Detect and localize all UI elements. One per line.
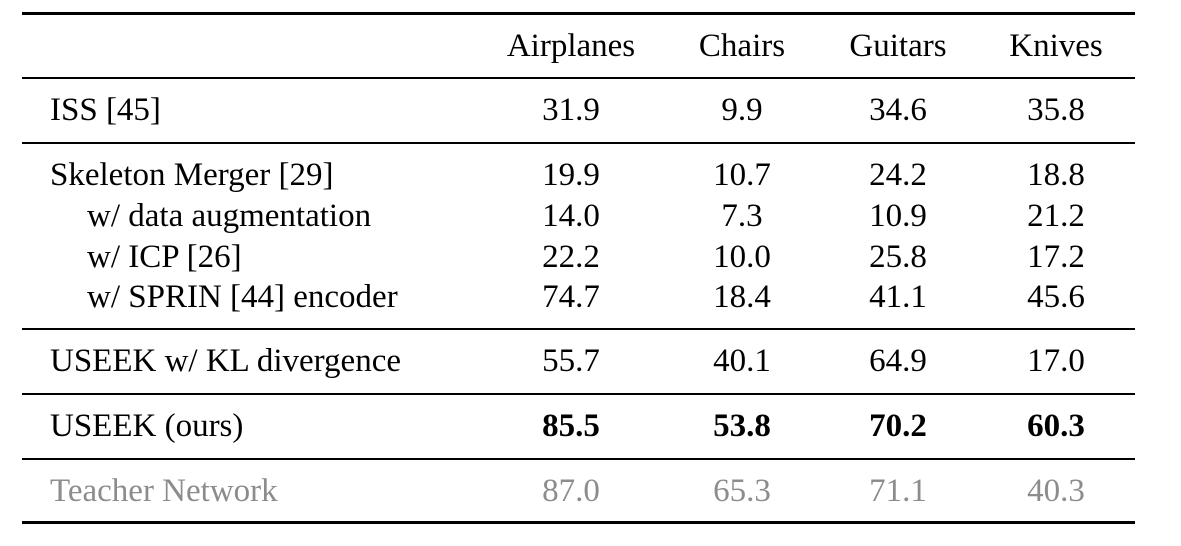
group-rule-1 bbox=[22, 142, 1135, 144]
cell-teacher-airplanes: 87.0 bbox=[542, 473, 600, 509]
cell-useek-ours-knives: 60.3 bbox=[1027, 408, 1085, 444]
cell-icp-guitars: 25.8 bbox=[869, 239, 927, 275]
column-header-chairs: Chairs bbox=[698, 28, 786, 64]
cell-useek-kl-guitars: 64.9 bbox=[869, 343, 927, 379]
group-rule-2 bbox=[22, 328, 1135, 330]
cell-skeleton-merger-guitars: 24.2 bbox=[869, 157, 927, 193]
row-label-skeleton-merger: Skeleton Merger [29] bbox=[50, 157, 334, 193]
cell-data-augmentation-knives: 21.2 bbox=[1027, 198, 1085, 234]
cell-iss-guitars: 34.6 bbox=[869, 92, 927, 128]
cell-teacher-chairs: 65.3 bbox=[713, 473, 771, 509]
group-rule-4 bbox=[22, 458, 1135, 460]
cell-useek-kl-knives: 17.0 bbox=[1027, 343, 1085, 379]
cell-teacher-guitars: 71.1 bbox=[869, 473, 927, 509]
row-label-useek-ours: USEEK (ours) bbox=[50, 408, 244, 444]
row-label-icp: w/ ICP [26] bbox=[87, 239, 242, 275]
cell-data-augmentation-chairs: 7.3 bbox=[721, 198, 763, 234]
cell-useek-ours-guitars: 70.2 bbox=[869, 408, 927, 444]
cell-useek-ours-chairs: 53.8 bbox=[713, 408, 771, 444]
cell-useek-kl-airplanes: 55.7 bbox=[542, 343, 600, 379]
cell-sprin-encoder-knives: 45.6 bbox=[1027, 279, 1085, 315]
row-label-data-augmentation: w/ data augmentation bbox=[87, 198, 372, 234]
cell-skeleton-merger-knives: 18.8 bbox=[1027, 157, 1085, 193]
cell-data-augmentation-airplanes: 14.0 bbox=[542, 198, 600, 234]
column-header-airplanes: Airplanes bbox=[506, 28, 636, 64]
column-header-guitars: Guitars bbox=[849, 28, 947, 64]
cell-data-augmentation-guitars: 10.9 bbox=[869, 198, 927, 234]
cell-icp-chairs: 10.0 bbox=[713, 239, 771, 275]
group-rule-3 bbox=[22, 393, 1135, 395]
cell-teacher-knives: 40.3 bbox=[1027, 473, 1085, 509]
top-rule bbox=[22, 12, 1135, 15]
column-header-knives: Knives bbox=[1009, 28, 1103, 64]
cell-iss-chairs: 9.9 bbox=[721, 92, 763, 128]
bottom-rule bbox=[22, 521, 1135, 524]
cell-skeleton-merger-airplanes: 19.9 bbox=[542, 157, 600, 193]
row-label-teacher-network: Teacher Network bbox=[50, 473, 278, 509]
cell-useek-ours-airplanes: 85.5 bbox=[542, 408, 600, 444]
cell-icp-airplanes: 22.2 bbox=[542, 239, 600, 275]
cell-iss-knives: 35.8 bbox=[1027, 92, 1085, 128]
header-rule bbox=[22, 77, 1135, 79]
cell-iss-airplanes: 31.9 bbox=[542, 92, 600, 128]
cell-skeleton-merger-chairs: 10.7 bbox=[713, 157, 771, 193]
cell-sprin-encoder-guitars: 41.1 bbox=[869, 279, 927, 315]
cell-sprin-encoder-airplanes: 74.7 bbox=[542, 279, 600, 315]
cell-useek-kl-chairs: 40.1 bbox=[713, 343, 771, 379]
row-label-iss: ISS [45] bbox=[50, 92, 161, 128]
row-label-sprin-encoder: w/ SPRIN [44] encoder bbox=[87, 279, 398, 315]
cell-sprin-encoder-chairs: 18.4 bbox=[713, 279, 771, 315]
cell-icp-knives: 17.2 bbox=[1027, 239, 1085, 275]
row-label-useek-kl: USEEK w/ KL divergence bbox=[50, 343, 401, 379]
